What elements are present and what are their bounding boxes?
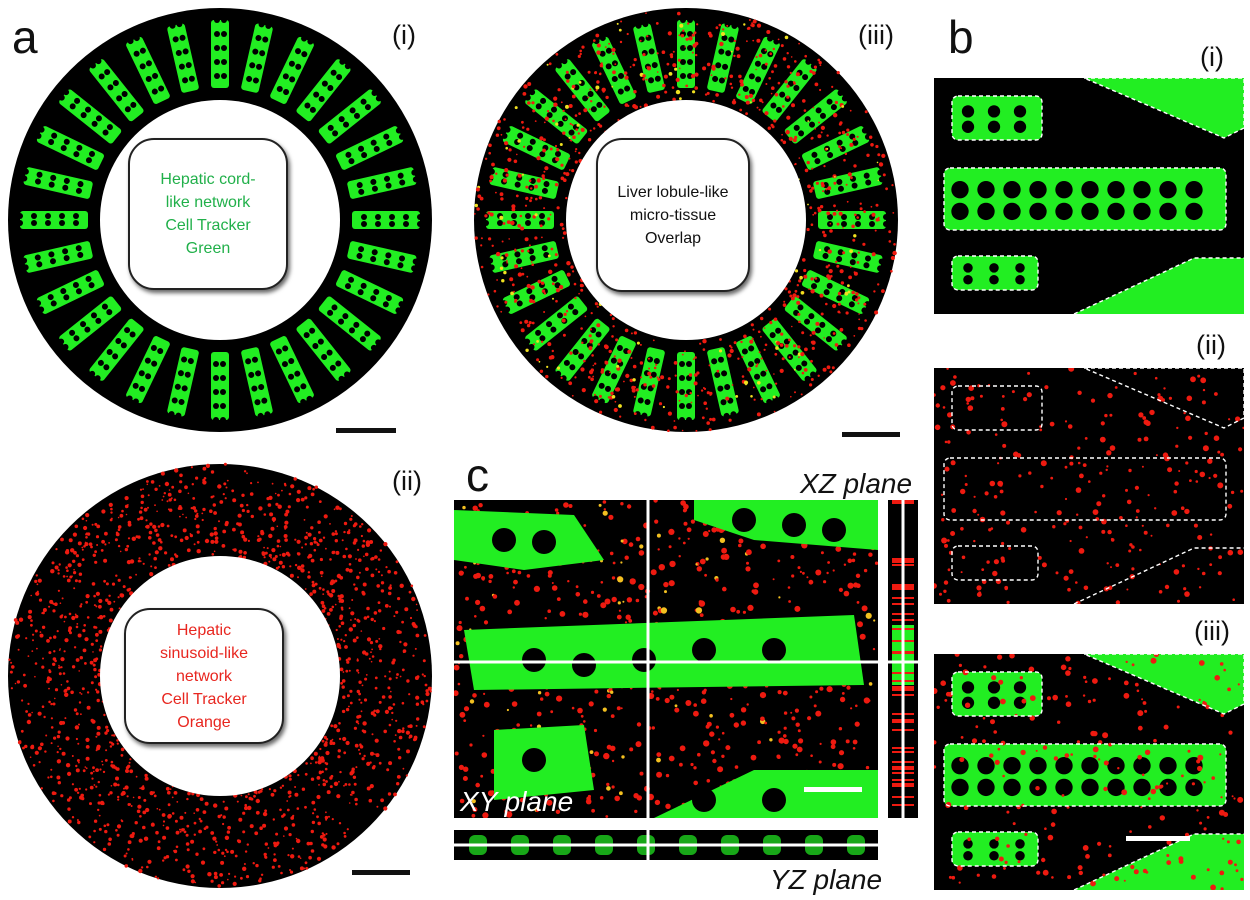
micrograph-c-xy	[454, 500, 878, 818]
panel-a-ii-label: (ii)	[392, 466, 422, 496]
micrograph-c-xz	[888, 500, 918, 818]
scale-bar	[352, 870, 410, 875]
center-label-box-overlap: Liver lobule-like micro-tissue Overlap	[596, 138, 750, 292]
micrograph-b-red	[934, 368, 1244, 604]
panel-b-letter: b	[948, 11, 974, 63]
panel-a-i-label: (i)	[392, 20, 416, 50]
scale-bar	[842, 432, 900, 437]
scale-bar	[336, 428, 396, 433]
panel-b-ii-label: (ii)	[1196, 330, 1226, 360]
micrograph-b-overlap	[934, 654, 1244, 890]
micrograph-c-yz	[454, 830, 878, 860]
panel-b-iii-label: (iii)	[1194, 616, 1230, 646]
center-label-box-red: Hepatic sinusoid-like network Cell Track…	[124, 608, 284, 744]
xy-plane-label: XY plane	[460, 786, 574, 817]
center-label-box-green: Hepatic cord- like network Cell Tracker …	[128, 138, 288, 290]
xz-plane-label: XZ plane	[800, 468, 913, 499]
panel-a-letter: a	[12, 11, 38, 63]
panel-c-letter: c	[466, 449, 489, 501]
micrograph-b-green	[934, 78, 1244, 314]
yz-plane-label: YZ plane	[770, 864, 883, 895]
panel-b-i-label: (i)	[1200, 42, 1224, 72]
panel-a-iii-label: (iii)	[858, 20, 894, 50]
